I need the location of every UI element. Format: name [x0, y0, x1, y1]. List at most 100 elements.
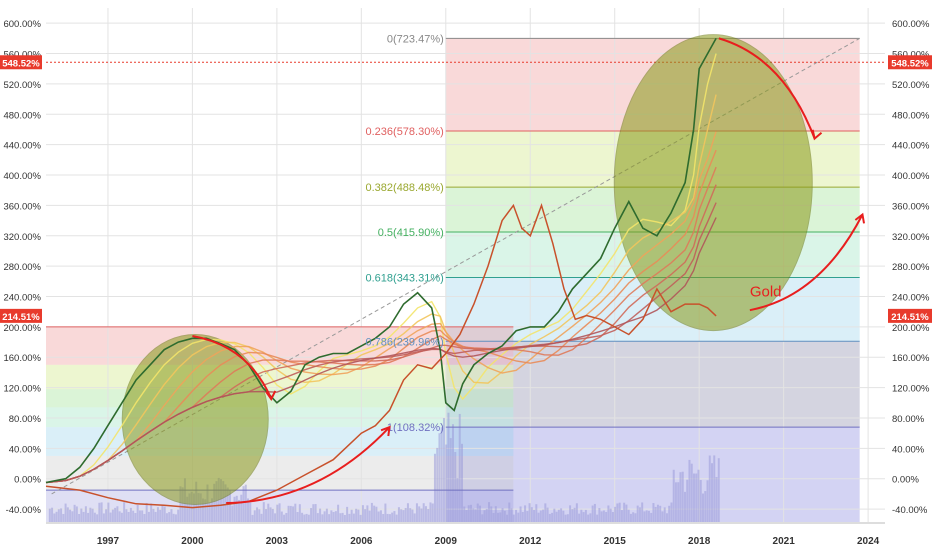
highlight-ellipses [121, 34, 813, 506]
volume-bar [429, 502, 432, 522]
volume-bar [181, 487, 184, 522]
volume-bar [222, 481, 225, 522]
volume-bar [96, 514, 99, 522]
volume-bar [415, 503, 418, 522]
volume-bar [422, 503, 425, 522]
volume-bar [400, 509, 403, 522]
y-tick-label-left: 280.00% [3, 262, 41, 273]
volume-bar [460, 443, 463, 522]
y-tick-label-right: 560.00% [892, 50, 930, 61]
volume-bar [55, 511, 58, 522]
volume-bar [490, 506, 493, 522]
x-tick-label: 2006 [350, 536, 373, 547]
volume-bar [701, 493, 704, 522]
volume-bar [555, 511, 558, 522]
volume-bar [343, 514, 346, 522]
volume-bar [294, 503, 297, 522]
volume-bar [165, 513, 168, 522]
volume-bar [674, 482, 677, 522]
y-tick-label-left: -40.00% [6, 505, 42, 516]
volume-bar [427, 509, 430, 522]
volume-bar [224, 484, 227, 522]
volume-bar [544, 503, 547, 522]
volume-bar [73, 504, 76, 522]
volume-bar [233, 496, 236, 522]
volume-bar [510, 508, 513, 522]
volume-bar [346, 506, 349, 522]
y-tick-label-right: 360.00% [892, 201, 930, 212]
volume-bar [258, 509, 261, 522]
volume-bar [251, 514, 254, 522]
volume-bar [515, 509, 518, 522]
y-tick-label-right: 40.00% [892, 444, 925, 455]
fib-band [445, 341, 860, 428]
volume-bar [440, 427, 443, 522]
volume-bar [303, 514, 306, 522]
volume-bar [321, 514, 324, 522]
price-badge-right [888, 308, 932, 323]
y-tick-label-left: 240.00% [3, 293, 41, 304]
volume-bar [519, 506, 522, 522]
volume-bar [66, 507, 69, 522]
volume-bar [366, 505, 369, 522]
volume-bar [69, 509, 72, 522]
volume-bar [679, 472, 682, 522]
volume-bar [638, 507, 641, 522]
volume-bar [711, 463, 714, 522]
volume-bar [100, 502, 103, 522]
volume-bar [656, 504, 659, 522]
volume-bar [661, 511, 664, 522]
volume-bar [623, 502, 626, 522]
volume-bar [686, 479, 689, 522]
volume-bar [208, 502, 211, 522]
volume-bar [602, 510, 605, 522]
volume-bar [652, 503, 655, 522]
volume-bar [447, 412, 450, 522]
volume-bar [512, 514, 515, 522]
volume-bar [614, 506, 617, 522]
volume-bar [213, 483, 216, 522]
volume-bar [143, 513, 146, 522]
y-tick-label-right: 160.00% [892, 353, 930, 364]
volume-bar [201, 498, 204, 522]
y-tick-label-right: 480.00% [892, 110, 930, 121]
volume-bar [307, 514, 310, 522]
price-badge-left [0, 55, 42, 70]
volume-bar [456, 478, 459, 522]
y-tick-label-right: 200.00% [892, 323, 930, 334]
volume-bar [681, 471, 684, 522]
volume-bar [253, 510, 256, 522]
volume-bar [481, 514, 484, 522]
volume-bar [141, 510, 144, 522]
y-tick-label-left: 480.00% [3, 110, 41, 121]
volume-bar [152, 508, 155, 522]
volume-bar [463, 506, 466, 522]
volume-bar [373, 505, 376, 522]
volume-bar [688, 459, 691, 522]
x-tick-label: 1997 [97, 536, 120, 547]
volume-bar [683, 491, 686, 522]
volume-bar [438, 433, 441, 522]
volume-bar [276, 504, 279, 522]
volume-bar [409, 508, 412, 522]
y-tick-label-left: 600.00% [3, 19, 41, 30]
volume-bar [386, 513, 389, 522]
volume-bar [395, 514, 398, 522]
volume-bar [348, 513, 351, 522]
fib-label: 0.5(415.90%) [378, 227, 444, 239]
y-tick-label-right: 240.00% [892, 293, 930, 304]
volume-bar [596, 514, 599, 522]
price-badge-right [888, 55, 932, 70]
volume-bar [240, 494, 243, 522]
price-badge-left [0, 308, 42, 323]
x-tick-label: 2012 [519, 536, 542, 547]
volume-bar [474, 509, 477, 522]
volume-bar [557, 509, 560, 522]
volume-bar [451, 424, 454, 522]
volume-bar [587, 514, 590, 522]
volume-bar [465, 509, 468, 522]
volume-bar [305, 513, 308, 522]
y-tick-label-left: 320.00% [3, 232, 41, 243]
volume-bar [695, 473, 698, 522]
volume-bar [102, 513, 105, 522]
